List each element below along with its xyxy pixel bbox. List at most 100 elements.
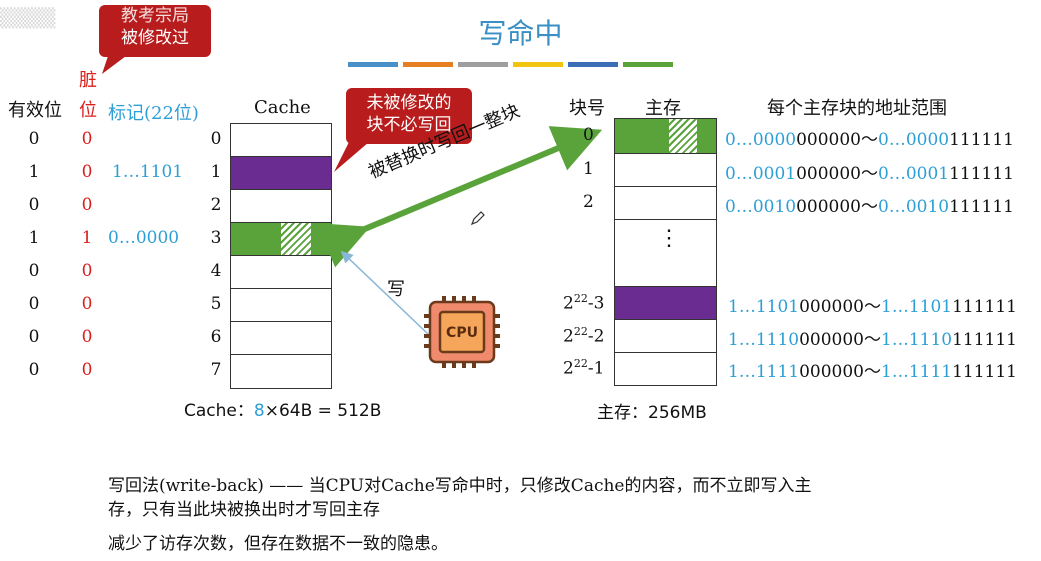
address-range-separator: ～ [864,296,881,317]
callout-unmodified-line1: 未被修改的 [366,93,452,113]
modified-segment [669,119,697,153]
memory-block [615,119,716,154]
header-cache: Cache [254,97,311,118]
cache-dirty-bit: 0 [81,129,93,149]
callout-modified-tail [102,50,134,74]
cache-valid-bit: 1 [28,162,40,182]
address-range: 1…1110000000～1…1110111111 [728,325,1017,350]
callout-modified-text: 被修改过 [121,28,189,48]
cache-valid-bit: 0 [28,294,40,314]
cpu-chip-icon: CPU [424,296,500,368]
writeback-arrow [316,126,603,268]
cache-line-index: 7 [210,360,222,380]
cache-dirty-bit: 0 [81,195,93,215]
address-offset-start: 000000 [796,196,861,217]
address-offset-end: 111111 [949,196,1014,217]
cache-valid-bit: 1 [28,228,40,248]
header-addr-range: 每个主存块的地址范围 [767,98,947,119]
cache-line-index: 5 [210,294,222,314]
address-range: 1…1111000000～1…1111111111 [728,357,1017,382]
address-offset-start: 000000 [799,362,864,382]
label-base: 2 [563,293,574,314]
cache-dirty-bit: 0 [81,360,93,380]
address-range-separator: ～ [864,362,881,382]
address-range-separator: ～ [861,163,878,184]
memory-block-label: 2 [583,191,594,212]
address-tag-start: 1…1110 [728,329,800,350]
label-exponent: 22 [573,291,588,305]
write-arrow-label: 写 [387,279,405,300]
header-block-no: 块号 [569,98,605,119]
address-tag-end: 1…1101 [881,296,953,317]
header-memory: 主存 [645,98,681,119]
address-offset-end: 111111 [952,296,1017,317]
memory-size-caption: 主存：256MB [597,403,707,423]
footer-line-3: 减少了访存次数，但存在数据不一致的隐患。 [108,534,448,554]
header-dirty-1: 脏 [79,70,97,91]
label-base: 2 [563,326,574,347]
address-tag-end: 1…1111 [881,362,953,382]
cache-line-index: 4 [210,261,222,281]
memory-block-label: 222-2 [563,325,604,347]
cache-tag: 1…1101 [112,162,184,182]
cache-line [231,322,331,355]
memory-block [615,220,716,287]
memory-block-label: 222-3 [563,292,604,314]
cache-size-caption: Cache：8×64B = 512B [184,396,381,421]
address-offset-start: 000000 [799,296,864,317]
address-range: 1…1101000000～1…1101111111 [728,292,1017,317]
memory-block-label: 0 [583,124,594,145]
address-offset-start: 000000 [796,129,861,150]
address-tag-end: 0…0000 [878,129,950,150]
address-offset-end: 111111 [952,329,1017,350]
label-exponent: 22 [573,324,588,338]
memory-block-array [614,118,717,386]
cache-line [231,289,331,322]
cache-line [231,256,331,289]
cache-line [231,124,331,157]
memory-vdots: ⋮ [658,226,680,251]
address-range-separator: ～ [861,129,878,150]
cache-line-index: 1 [210,162,222,182]
label-exponent: 22 [573,357,588,370]
label-base: 2 [563,358,574,379]
memory-block [615,187,716,220]
address-range: 0…0001000000～0…0001111111 [725,159,1014,184]
cpu-label: CPU [446,325,478,341]
callout-modified: 教考宗局 被修改过 [99,5,211,57]
cache-dirty-bit: 0 [81,327,93,347]
memory-block [615,154,716,187]
memory-block-label: 222-1 [563,357,604,379]
cache-line-index: 0 [210,129,222,149]
cache-line-index: 2 [210,195,222,215]
write-arrow [340,250,429,335]
address-tag-start: 0…0001 [725,163,797,184]
pencil-cursor-icon [470,211,485,226]
cache-dirty-bit: 0 [81,162,93,182]
cache-valid-bit: 0 [28,327,40,347]
cache-line [231,223,331,256]
address-tag-start: 0…0000 [725,129,797,150]
address-range: 0…0000000000～0…0000111111 [725,125,1014,150]
cache-valid-bit: 0 [28,261,40,281]
cache-dirty-bit: 0 [81,261,93,281]
address-tag-end: 0…0001 [878,163,950,184]
footer-line-2: 存，只有当此块被换出时才写回主存 [108,500,380,520]
title-stripe [403,62,453,67]
cache-tag: 0…0000 [108,228,180,248]
cache-line [231,190,331,223]
address-offset-start: 000000 [796,163,861,184]
address-tag-start: 1…1111 [728,362,800,382]
address-offset-end: 111111 [952,362,1017,382]
cache-valid-bit: 0 [28,129,40,149]
address-offset-end: 111111 [949,163,1014,184]
title-stripe [513,62,563,67]
address-offset-end: 111111 [949,129,1014,150]
header-valid: 有效位 [8,100,62,121]
footer-text-block: 写回法(write-back) —— 当CPU对Cache写命中时，只修改Cac… [108,474,908,556]
title-stripe [623,62,673,67]
cache-line-index: 3 [210,228,222,248]
cache-dirty-bit: 1 [81,228,93,248]
title-stripe [348,62,398,67]
